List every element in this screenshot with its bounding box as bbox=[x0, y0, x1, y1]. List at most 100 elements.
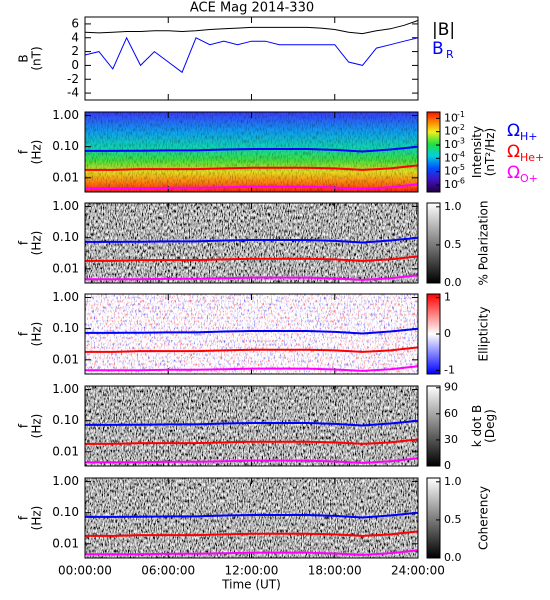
colorbar-tick-label: 1.0 bbox=[444, 475, 462, 488]
series-line bbox=[85, 236, 419, 244]
y-tick-label: 0.01 bbox=[52, 352, 79, 366]
y-tick-label: 1.00 bbox=[52, 382, 79, 396]
series-line bbox=[85, 346, 419, 353]
colorbar-tick-exponent: -4 bbox=[457, 150, 465, 159]
series-line bbox=[85, 164, 419, 171]
colorbar-tick-label: 10 bbox=[444, 125, 458, 138]
legend-label: B bbox=[432, 39, 444, 59]
colorbar-tick-exponent: -3 bbox=[457, 137, 465, 146]
colorbar-label: Intensity bbox=[470, 126, 484, 178]
y-tick-label: 1.00 bbox=[52, 290, 79, 304]
colorbar-tick-label: 0 bbox=[444, 327, 451, 340]
plot-frame bbox=[84, 202, 419, 284]
y-tick-label: 0.01 bbox=[52, 444, 79, 458]
series-line bbox=[85, 183, 419, 190]
y-tick-label: 1.00 bbox=[52, 108, 79, 122]
colorbar-tick-exponent: -1 bbox=[457, 110, 465, 119]
y-axis-label: f bbox=[17, 331, 31, 336]
chart-title: ACE Mag 2014-330 bbox=[190, 1, 314, 16]
colorbar-tick-label: 60 bbox=[444, 407, 458, 420]
series-line bbox=[85, 419, 419, 427]
y-axis-label: (nT) bbox=[30, 46, 44, 70]
x-tick-label: 24:00:00 bbox=[391, 564, 445, 578]
legend-label: Ω bbox=[507, 163, 520, 183]
legend-label: |B| bbox=[432, 20, 455, 40]
colorbar-tick-label: 1 bbox=[444, 291, 451, 304]
colorbar-tick-label: 1.0 bbox=[444, 200, 462, 213]
colorbar-tick-label: 0.0 bbox=[444, 551, 462, 564]
series-line bbox=[85, 327, 419, 335]
y-tick-label: 1.00 bbox=[52, 474, 79, 488]
y-axis-label: B bbox=[17, 54, 31, 62]
y-axis-label: f bbox=[17, 240, 31, 245]
x-axis-label: Time (UT) bbox=[221, 578, 281, 592]
colorbar-label: (Deg) bbox=[483, 409, 497, 443]
colorbar bbox=[426, 385, 441, 467]
y-tick-label: 6 bbox=[71, 16, 79, 30]
colorbar-label: Coherency bbox=[477, 486, 491, 550]
y-tick-label: 0.01 bbox=[52, 261, 79, 275]
y-axis-label: (Hz) bbox=[30, 506, 44, 531]
series-line bbox=[85, 274, 419, 281]
y-tick-label: 0.01 bbox=[52, 170, 79, 184]
plot-frame bbox=[84, 293, 419, 375]
x-tick-label: 12:00:00 bbox=[225, 564, 279, 578]
colorbar bbox=[426, 477, 441, 559]
colorbar-tick-label: 10 bbox=[444, 138, 458, 151]
y-tick-label: -2 bbox=[67, 72, 79, 86]
legend-subscript: He+ bbox=[520, 151, 544, 164]
y-tick-label: 0.10 bbox=[52, 505, 79, 519]
y-tick-label: 0.10 bbox=[52, 321, 79, 335]
series-line bbox=[84, 36, 419, 74]
y-axis-label: f bbox=[17, 423, 31, 428]
y-tick-label: 0.10 bbox=[52, 413, 79, 427]
colorbar-tick-label: -1 bbox=[444, 363, 455, 376]
colorbar bbox=[426, 202, 441, 284]
y-tick-label: 2 bbox=[71, 44, 79, 58]
plot-frame bbox=[84, 16, 419, 101]
colorbar-label: (nT²/Hz) bbox=[483, 128, 497, 176]
colorbar-tick-label: 10 bbox=[444, 165, 458, 178]
colorbar bbox=[426, 111, 441, 193]
plot-frame bbox=[84, 477, 419, 559]
series-line bbox=[85, 255, 419, 262]
y-tick-label: 4 bbox=[71, 30, 79, 44]
colorbar-label: Ellipticity bbox=[477, 307, 491, 362]
colorbar-label: % Polarization bbox=[477, 201, 491, 286]
series-line bbox=[85, 438, 419, 445]
y-tick-label: 0 bbox=[71, 58, 79, 72]
y-axis-label: f bbox=[17, 515, 31, 520]
colorbar-tick-exponent: -5 bbox=[457, 163, 465, 172]
series-line bbox=[84, 20, 419, 35]
series-line bbox=[85, 511, 419, 519]
y-tick-label: 1.00 bbox=[52, 199, 79, 213]
y-tick-label: -4 bbox=[67, 86, 79, 100]
legend-subscript: O+ bbox=[520, 172, 538, 185]
colorbar-tick-label: 30 bbox=[444, 433, 458, 446]
colorbar-tick-label: 10 bbox=[444, 178, 458, 191]
colorbar-tick-label: 0.5 bbox=[444, 513, 462, 526]
colorbar-tick-label: 90 bbox=[444, 381, 458, 394]
colorbar-tick-label: 10 bbox=[444, 151, 458, 164]
series-line bbox=[85, 549, 419, 556]
series-line bbox=[85, 457, 419, 464]
legend-label: Ω bbox=[507, 142, 520, 162]
colorbar-tick-exponent: -2 bbox=[457, 123, 465, 132]
colorbar-tick-label: 0 bbox=[444, 459, 451, 472]
y-axis-label: (Hz) bbox=[30, 414, 44, 439]
colorbar-tick-label: 0.0 bbox=[444, 276, 462, 289]
legend-subscript: R bbox=[446, 48, 454, 61]
plot-frame bbox=[84, 385, 419, 467]
series-line bbox=[85, 145, 419, 153]
y-axis-label: (Hz) bbox=[30, 140, 44, 165]
y-tick-label: 0.10 bbox=[52, 139, 79, 153]
colorbar-label: k dot B bbox=[470, 405, 484, 447]
y-tick-label: 0.10 bbox=[52, 230, 79, 244]
y-axis-label: (Hz) bbox=[30, 231, 44, 256]
colorbar-tick-label: 10 bbox=[444, 111, 458, 124]
legend-label: Ω bbox=[507, 121, 520, 141]
plot-frame bbox=[84, 111, 419, 193]
y-axis-label: (Hz) bbox=[30, 322, 44, 347]
y-tick-label: 0.01 bbox=[52, 536, 79, 550]
